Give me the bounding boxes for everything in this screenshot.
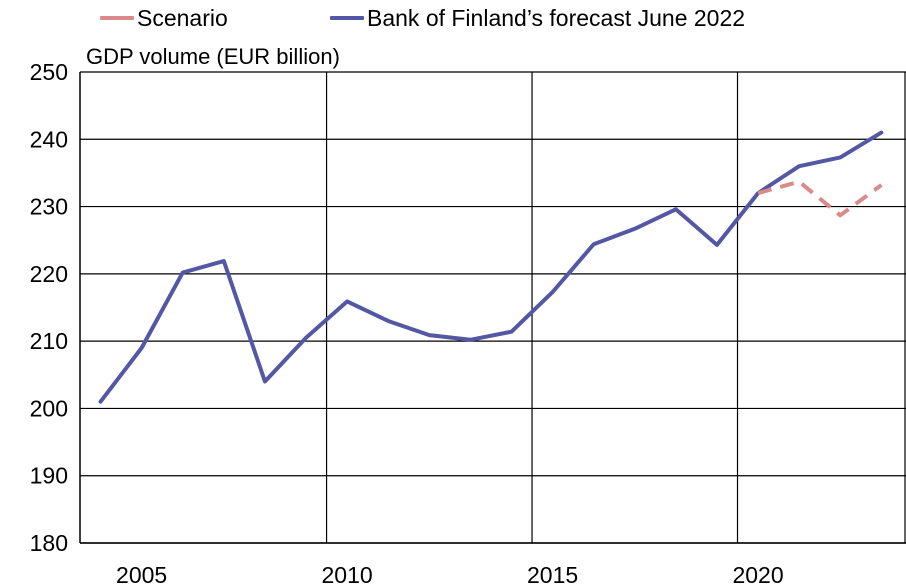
legend-label-forecast: Bank of Finland’s forecast June 2022 <box>367 4 746 31</box>
y-tick-label: 250 <box>30 59 68 85</box>
legend-item-forecast: Bank of Finland’s forecast June 2022 <box>330 2 745 34</box>
y-tick-label: 180 <box>30 530 68 556</box>
legend-label-scenario: Scenario <box>137 4 228 31</box>
y-tick-label: 200 <box>30 395 68 421</box>
x-tick-label: 2005 <box>116 562 167 588</box>
x-tick-label: 2020 <box>732 562 783 588</box>
x-tick-label: 2015 <box>527 562 578 588</box>
scenario-series-line <box>757 179 883 218</box>
x-tick-label: 2010 <box>322 562 373 588</box>
forecast-series-line <box>98 130 884 404</box>
legend-swatch-forecast <box>330 16 364 20</box>
legend-item-scenario: Scenario <box>100 2 228 34</box>
y-tick-label: 230 <box>30 194 68 220</box>
y-tick-label: 220 <box>30 261 68 287</box>
legend-swatch-scenario <box>100 16 134 20</box>
y-axis-title: GDP volume (EUR billion) <box>86 44 340 69</box>
y-tick-label: 240 <box>30 126 68 152</box>
y-tick-label: 210 <box>30 328 68 354</box>
y-tick-label: 190 <box>30 463 68 489</box>
